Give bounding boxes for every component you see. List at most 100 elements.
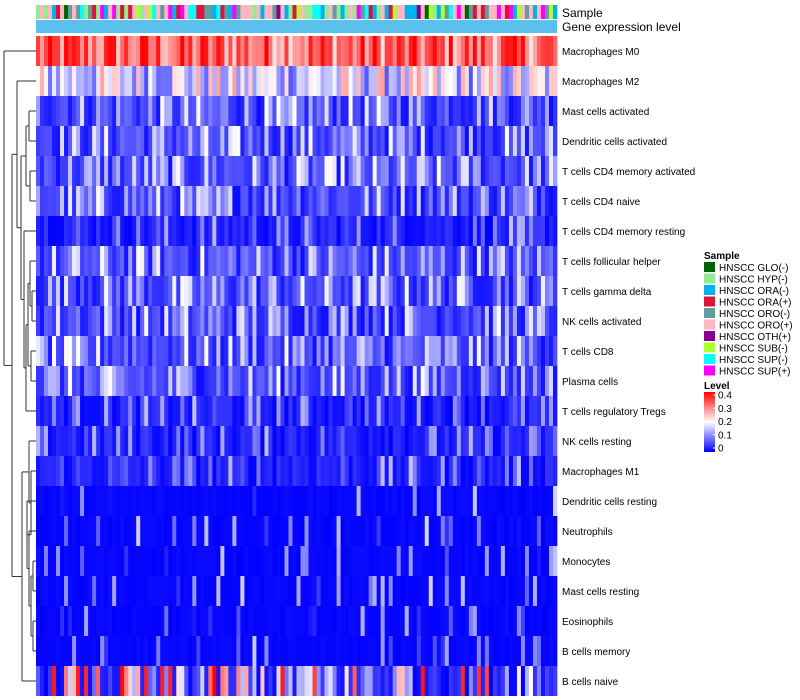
heatmap-cell	[192, 456, 197, 486]
sample-annotation-cell	[456, 5, 462, 19]
heatmap-cell	[372, 276, 378, 306]
heatmap-cell	[316, 186, 321, 216]
heatmap-cell	[400, 216, 406, 246]
heatmap-cell	[236, 636, 241, 666]
heatmap-cell	[368, 246, 373, 276]
heatmap-cell	[116, 216, 121, 246]
heatmap-cell	[36, 336, 41, 366]
heatmap-cell	[440, 36, 446, 66]
heatmap-cell	[364, 516, 369, 546]
heatmap-cell	[480, 636, 486, 666]
heatmap-cell	[304, 666, 309, 696]
heatmap-cell	[128, 366, 133, 396]
heatmap-cell	[256, 516, 261, 546]
heatmap-cell	[364, 606, 369, 636]
heatmap-cell	[516, 456, 522, 486]
heatmap-cell	[500, 426, 506, 456]
heatmap-cell	[388, 516, 394, 546]
sample-annotation-cell	[468, 5, 474, 19]
heatmap-cell	[152, 276, 157, 306]
heatmap-cell	[516, 306, 522, 336]
heatmap-cell	[260, 606, 265, 636]
heatmap-cell	[156, 396, 161, 426]
sample-annotation-cell	[528, 5, 534, 19]
heatmap-cell	[52, 36, 57, 66]
heatmap-cell	[44, 246, 49, 276]
heatmap-cell	[316, 126, 321, 156]
heatmap-cell	[224, 396, 229, 426]
heatmap-cell	[448, 156, 454, 186]
heatmap-cell	[156, 186, 161, 216]
heatmap-cell	[356, 36, 361, 66]
heatmap-cell	[380, 606, 386, 636]
heatmap-cell	[68, 156, 73, 186]
heatmap-cell	[304, 516, 309, 546]
heatmap-cell	[260, 96, 265, 126]
heatmap-cell	[36, 576, 41, 606]
heatmap-cell	[152, 396, 157, 426]
heatmap-cell	[316, 336, 321, 366]
heatmap-cell	[364, 156, 369, 186]
sample-annotation-cell	[284, 5, 289, 19]
heatmap-cell	[40, 576, 45, 606]
heatmap-cell	[296, 216, 301, 246]
heatmap-cell	[40, 306, 45, 336]
heatmap-cell	[208, 396, 213, 426]
heatmap-cell	[40, 36, 45, 66]
heatmap-cell	[64, 426, 69, 456]
sample-annotation-cell	[384, 5, 390, 19]
heatmap-cell	[388, 546, 394, 576]
heatmap-cell	[48, 36, 53, 66]
heatmap-cell	[364, 366, 369, 396]
heatmap-cell	[260, 186, 265, 216]
heatmap-cell	[440, 606, 446, 636]
heatmap-cell	[416, 426, 422, 456]
heatmap-cell	[512, 606, 518, 636]
heatmap-cell	[68, 576, 73, 606]
heatmap-cell	[460, 666, 466, 696]
heatmap-cell	[296, 666, 301, 696]
heatmap-cell	[184, 606, 189, 636]
heatmap-cell	[244, 186, 249, 216]
heatmap-cell	[288, 216, 293, 246]
heatmap-cell	[452, 456, 458, 486]
heatmap-cell	[188, 66, 193, 96]
heatmap-cell	[192, 396, 197, 426]
heatmap-cell	[100, 66, 105, 96]
heatmap-cell	[264, 336, 269, 366]
heatmap-cell	[320, 666, 325, 696]
heatmap-cell	[52, 456, 57, 486]
heatmap-cell	[284, 156, 289, 186]
heatmap-cell	[384, 186, 390, 216]
sample-annotation-cell	[532, 5, 538, 19]
heatmap-cell	[388, 96, 394, 126]
heatmap-cell	[180, 366, 185, 396]
heatmap-cell	[80, 576, 85, 606]
heatmap-cell	[228, 486, 233, 516]
heatmap-cell	[328, 576, 333, 606]
heatmap-cell	[264, 156, 269, 186]
sample-annotation-cell	[312, 5, 317, 19]
heatmap-cell	[188, 486, 193, 516]
sample-legend-label: HNSCC ORA(+)	[719, 298, 792, 309]
heatmap-cell	[36, 636, 41, 666]
heatmap-cell	[232, 36, 237, 66]
sample-annotation-cell	[168, 5, 173, 19]
heatmap-cell	[448, 216, 454, 246]
heatmap-cell	[528, 66, 534, 96]
heatmap-cell	[316, 96, 321, 126]
heatmap-cell	[160, 396, 165, 426]
heatmap-cell	[92, 336, 97, 366]
heatmap-cell	[136, 636, 141, 666]
heatmap-cell	[352, 516, 357, 546]
heatmap-cell	[416, 546, 422, 576]
heatmap-cell	[180, 276, 185, 306]
heatmap-cell	[436, 576, 442, 606]
heatmap-cell	[436, 126, 442, 156]
heatmap-row	[36, 486, 558, 516]
heatmap-cell	[372, 36, 378, 66]
heatmap-cell	[212, 576, 217, 606]
heatmap-cell	[172, 306, 177, 336]
sample-annotation-cell	[552, 5, 558, 19]
heatmap-cell	[256, 126, 261, 156]
